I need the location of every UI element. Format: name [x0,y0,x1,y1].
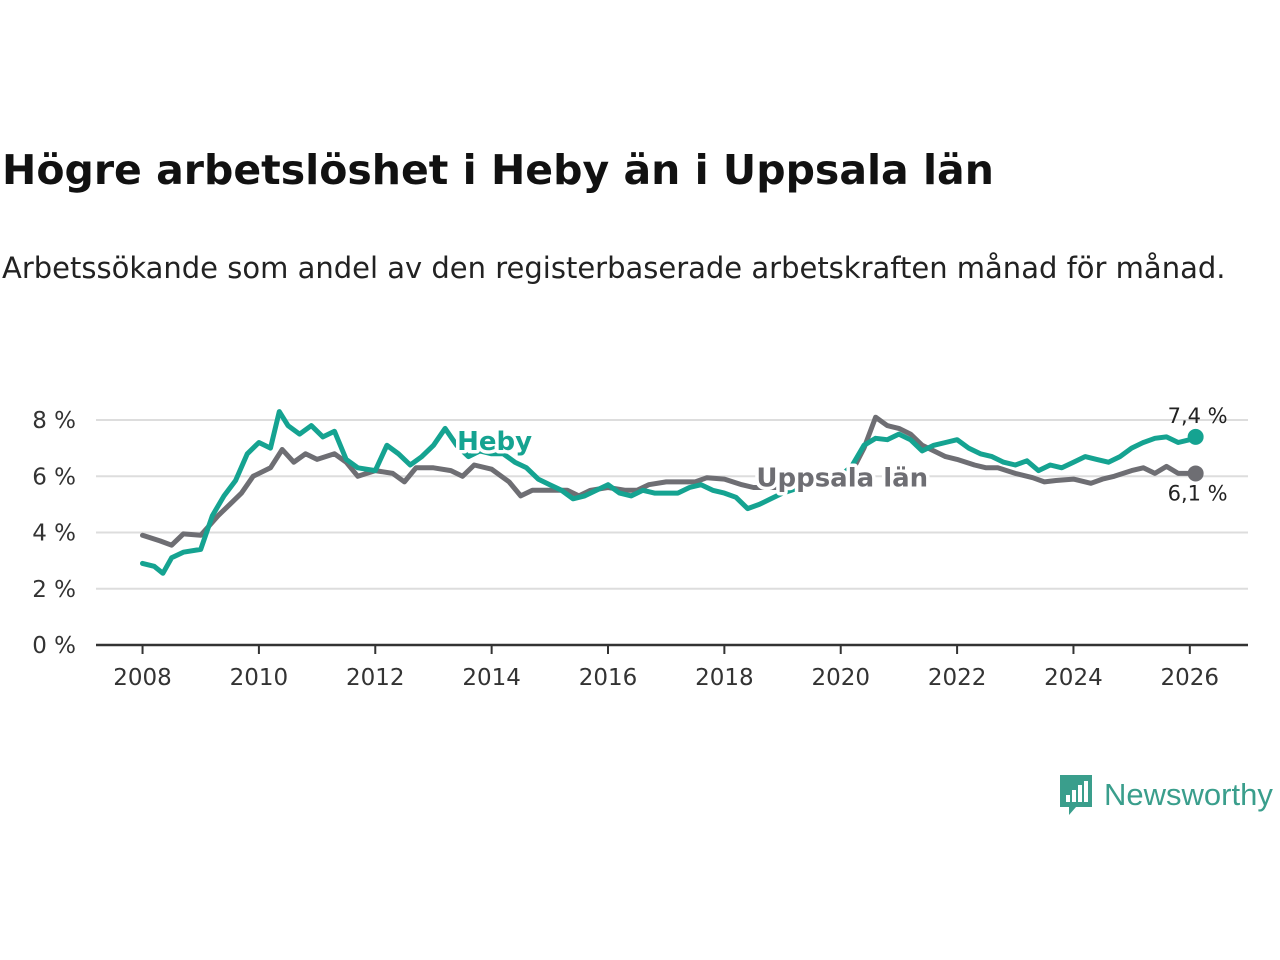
y-tick-label: 0 % [32,633,76,659]
series-label-uppsala-län: Uppsala län [756,464,928,494]
newsworthy-logo-icon [1060,775,1092,815]
gridlines [96,419,1248,590]
x-tick-label: 2010 [230,665,289,691]
series-label-heby: Heby [457,427,532,457]
series-line-uppsala-län [140,414,1199,548]
series-line-heby [140,409,1199,576]
end-point-uppsala-län [1187,465,1204,482]
end-point-heby [1187,428,1204,445]
y-tick-label: 8 % [32,408,76,434]
series-lines [140,409,1204,576]
end-label-uppsala-län: 6,1 % [1168,481,1228,505]
y-tick-label: 4 % [32,521,76,547]
x-axis: 2008 2010 2012 2014 2016 2018 2020 2022 2024 2026 [96,643,1248,691]
brand-name: Newsworthy [1104,777,1273,812]
x-tick-label: 2012 [346,665,405,691]
chart-subtitle: Arbetssökande som andel av den registerb… [2,251,1226,285]
series-labels: 6,1 % 7,4 % Uppsala län Heby [454,404,1228,506]
newsworthy-logo: Newsworthy [1058,773,1273,817]
x-tick-label: 2020 [811,665,870,691]
y-tick-label: 2 % [32,577,76,603]
x-tick-label: 2026 [1161,665,1220,691]
x-tick-label: 2018 [695,665,754,691]
x-tick-label: 2008 [113,665,172,691]
x-tick-label: 2024 [1044,665,1103,691]
end-label-heby: 7,4 % [1168,404,1228,428]
chart-title: Högre arbetslöshet i Heby än i Uppsala l… [2,146,994,194]
y-axis-tick-labels: 0 % 2 % 4 % 6 % 8 % [32,408,76,659]
x-tick-label: 2014 [462,665,521,691]
y-tick-label: 6 % [32,464,76,490]
x-tick-label: 2022 [928,665,987,691]
x-tick-label: 2016 [579,665,638,691]
line-chart: 0 % 2 % 4 % 6 % 8 % 2008 2010 2012 2014 2016 2018… [32,404,1248,691]
